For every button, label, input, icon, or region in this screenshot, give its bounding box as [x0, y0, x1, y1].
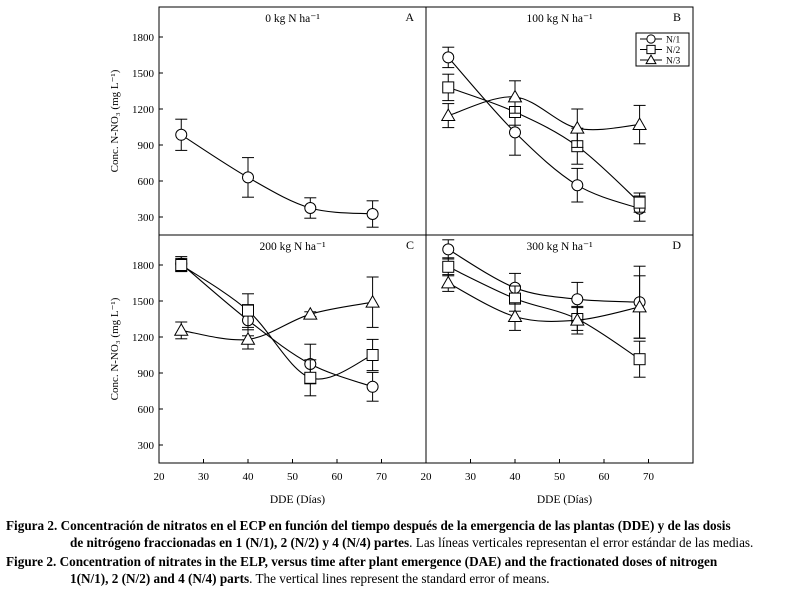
panel-c-ytick-label: 1500: [132, 296, 155, 308]
panel-a-letter: A: [405, 10, 414, 24]
panel-d-point-triangle: [632, 299, 647, 313]
panel-d-series-line-square: [448, 266, 640, 360]
panel-c-point-square: [304, 371, 317, 384]
panel-b-point-circle: [442, 51, 455, 64]
panel-c-point-triangle: [240, 331, 256, 345]
panel-d-point-circle: [442, 243, 455, 256]
panel-c-ytick-label: 300: [138, 440, 155, 452]
panel-c-xlabel: DDE (Días): [270, 494, 325, 506]
panel-d-point-square: [633, 353, 646, 366]
panel-a-ytick-label: 600: [138, 176, 155, 188]
caption-en-rest: . The vertical lines represent the stand…: [249, 571, 550, 586]
panel-d-series-line-triangle: [448, 282, 640, 322]
panel-d-xtick-label: 20: [421, 471, 433, 483]
panel-c-frame: [158, 234, 427, 464]
panel-d-point-triangle: [569, 312, 585, 326]
legend-marker-circle: [646, 34, 656, 44]
panel-c-xtick-label: 20: [154, 471, 166, 483]
legend-marker-square: [646, 44, 656, 55]
panel-c-xtick-label: 50: [287, 471, 299, 483]
panel-d-point-circle: [571, 293, 584, 306]
panel-c-ytick-label: 600: [138, 404, 155, 416]
panel-c-point-triangle: [302, 306, 318, 320]
panel-c-point-square: [175, 259, 188, 271]
panel-b-series-line-circle: [447, 57, 640, 210]
panel-b-point-triangle: [569, 120, 585, 134]
panel-b-point-square: [633, 196, 646, 209]
panel-d-xtick-label: 60: [599, 471, 611, 483]
panel-a-point-circle: [242, 171, 254, 184]
panel-b-point-circle: [571, 179, 584, 192]
panel-d-xtick-label: 30: [465, 471, 477, 483]
caption-en-bold: Figure 2. Concentration of nitrates in t…: [6, 554, 718, 569]
panel-c-point-triangle: [365, 294, 380, 308]
panel-b-title: 100 kg N ha⁻¹: [526, 13, 593, 25]
panel-d-point-square: [442, 260, 455, 273]
panel-c-xtick-label: 70: [376, 471, 388, 483]
panel-c-point-square: [366, 349, 379, 361]
panel-a-ylabel: Conc. N-NO₃ (mg L⁻¹): [109, 69, 121, 172]
panel-d-xtick-label: 70: [643, 471, 655, 483]
panel-c-point-square: [242, 304, 254, 317]
caption-spanish: Figura 2. Concentración de nitratos en e…: [6, 517, 753, 551]
panel-d-xtick-label: 40: [510, 471, 522, 483]
caption-es-bold: Figura 2. Concentración de nitratos en e…: [6, 518, 731, 533]
panel-c-ytick-label: 1800: [132, 260, 155, 272]
panel-d-point-triangle: [507, 309, 523, 322]
legend-marker-triangle: [645, 54, 657, 65]
panel-b-series-line-triangle: [448, 96, 640, 131]
caption-es-rest: . Las líneas verticales representan el e…: [409, 535, 754, 550]
panel-c-point-triangle: [173, 322, 189, 336]
panel-b-point-triangle: [440, 108, 456, 121]
legend-label: N/3: [666, 57, 681, 67]
panel-b-letter: B: [673, 10, 681, 24]
panel-d-xtick-label: 50: [554, 471, 566, 483]
legend-label: N/1: [666, 36, 681, 46]
panel-a-series-line-circle: [180, 134, 373, 215]
panel-d-xlabel: DDE (Días): [537, 494, 592, 506]
panel-b-point-circle: [509, 126, 521, 139]
panel-d-point-triangle: [440, 275, 456, 289]
legend-label: N/2: [666, 46, 681, 56]
panel-d-title: 300 kg N ha⁻¹: [526, 241, 593, 253]
panel-d-series-line-circle: [447, 248, 640, 303]
caption-english: Figure 2. Concentration of nitrates in t…: [6, 553, 717, 587]
panel-c-point-circle: [366, 380, 379, 393]
panel-c-ylabel: Conc. N-NO₃ (mg L⁻¹): [109, 297, 121, 400]
panel-a-point-circle: [175, 128, 188, 141]
panel-a-title: 0 kg N ha⁻¹: [265, 13, 320, 25]
panel-d-frame: [425, 234, 694, 464]
panel-c-title: 200 kg N ha⁻¹: [259, 241, 326, 253]
panel-c-letter: C: [406, 238, 414, 252]
panel-a-point-circle: [366, 208, 379, 220]
panel-a-ytick-label: 1200: [132, 104, 155, 116]
panel-a-ytick-label: 300: [138, 212, 155, 224]
panel-a-ytick-label: 1800: [132, 32, 155, 44]
panel-c-xtick-label: 60: [332, 471, 344, 483]
panel-b-series-line-square: [448, 86, 640, 204]
caption-es-bold2: de nitrógeno fraccionadas en 1 (N/1), 2 …: [70, 535, 410, 550]
panel-b-point-triangle: [507, 89, 523, 103]
panel-b-point-square: [442, 81, 455, 94]
panel-b-point-triangle: [632, 117, 647, 130]
panel-c-xtick-label: 40: [243, 471, 255, 483]
caption-en-bold2: 1(N/1), 2 (N/2) and 4 (N/4) parts: [70, 571, 250, 586]
panel-c-ytick-label: 1200: [132, 332, 155, 344]
panel-a-ytick-label: 1500: [132, 68, 155, 80]
panel-c-xtick-label: 30: [198, 471, 210, 483]
nitrate-figure: A 0 kg N ha⁻¹ 300 600 900 1200 1500 1800 Conc. N…: [109, 6, 694, 506]
panel-d-letter: D: [672, 238, 681, 252]
panel-a-point-circle: [304, 202, 317, 214]
panel-c-series-line-circle: [180, 263, 373, 388]
panel-a-ytick-label: 900: [138, 140, 155, 152]
panel-c-series-line-square: [180, 264, 373, 380]
panel-c-ytick-label: 900: [138, 368, 155, 380]
panel-c-series-line-triangle: [181, 301, 373, 341]
